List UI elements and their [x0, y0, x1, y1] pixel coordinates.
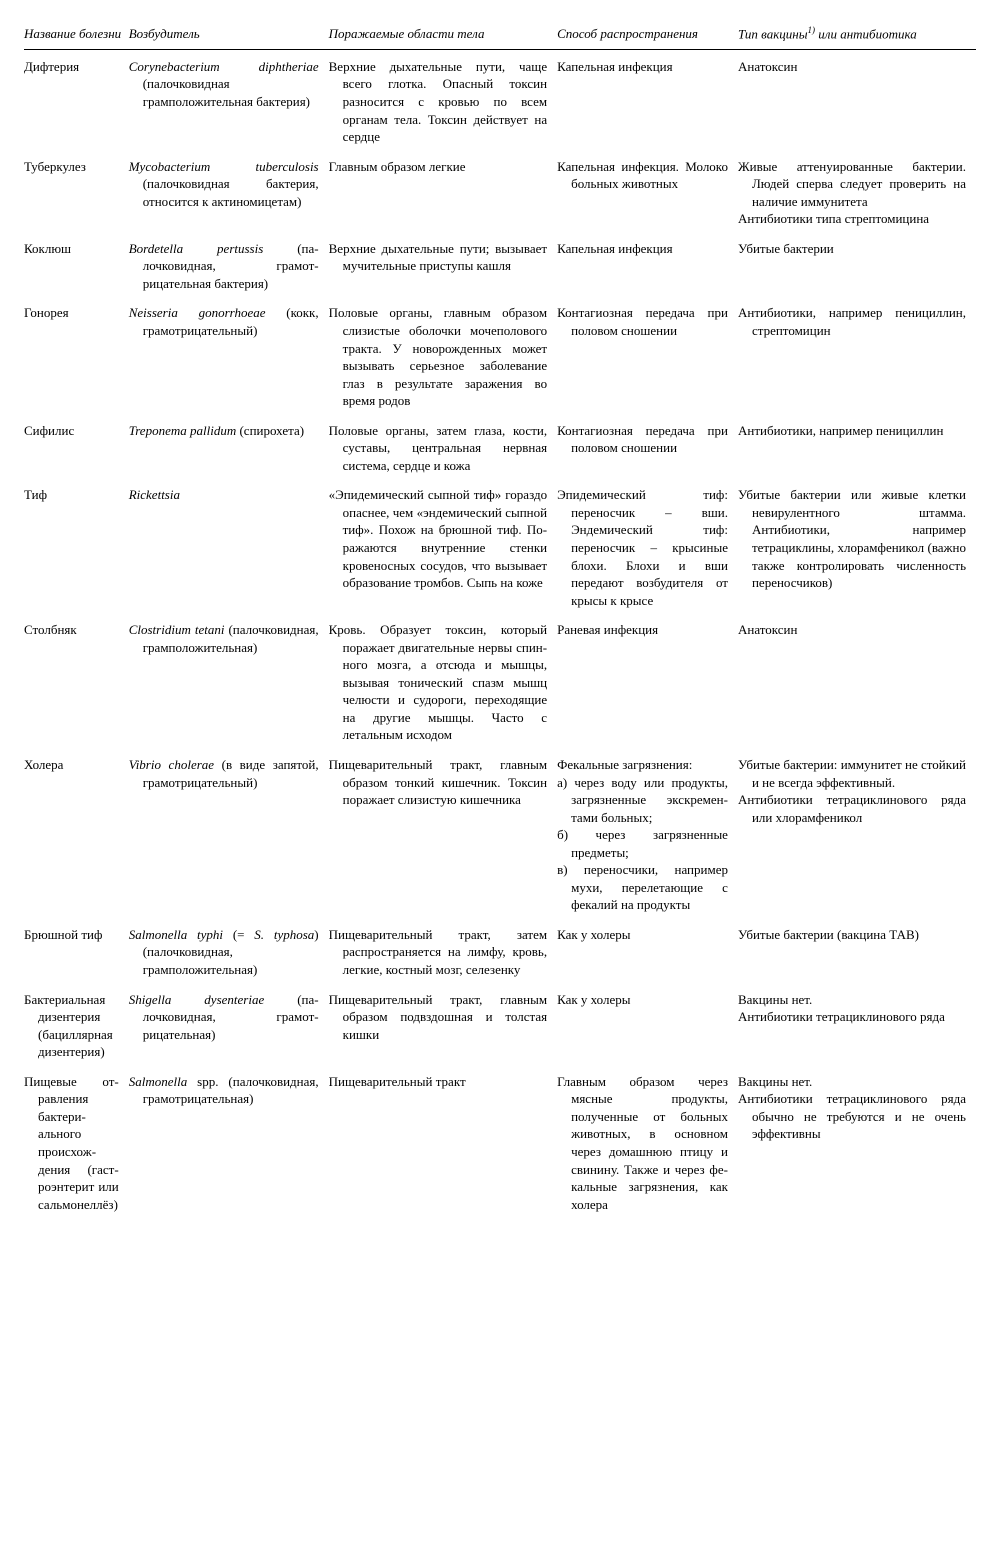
cell-areas: Верхние дыхательные пути; вызывает мучи­…	[329, 232, 557, 297]
header-pathogen: Возбудитель	[129, 20, 329, 49]
cell-pathogen: Salmonella spp. (палочко­видная, грамотр…	[129, 1065, 329, 1217]
cell-disease: Сифилис	[24, 414, 129, 479]
cell-spread: Эпидемический тиф: переносчик – вши. Энд…	[557, 478, 738, 613]
header-vaccine-pre: Тип вакцины	[738, 26, 808, 41]
table-row: Пищевые от­равления бактери­ального прои…	[24, 1065, 976, 1217]
table-row: ТуберкулезMycobacterium tuberculo­sis (п…	[24, 150, 976, 232]
table-row: ГонореяNeisseria gonorrhoeae (кокк, грам…	[24, 296, 976, 413]
header-vaccine-sup: 1)	[808, 25, 816, 35]
cell-spread: Контагиозная пере­дача при половом сноше…	[557, 296, 738, 413]
cell-pathogen: Clostridium tetani (палоч­ковидная, грам…	[129, 613, 329, 748]
cell-disease: Тиф	[24, 478, 129, 613]
table-row: СифилисTreponema pallidum (спи­рохета)По…	[24, 414, 976, 479]
cell-vaccine: Вакцины нет.Антибиотики тетрациклино­вог…	[738, 983, 976, 1065]
cell-disease: Холера	[24, 748, 129, 918]
cell-spread: Как у холеры	[557, 918, 738, 983]
cell-vaccine: Убитые бактерии: иммунитет не стойкий и …	[738, 748, 976, 918]
cell-disease: Коклюш	[24, 232, 129, 297]
cell-pathogen: Mycobacterium tuberculo­sis (палочковидн…	[129, 150, 329, 232]
cell-areas: Пищеварительный тракт	[329, 1065, 557, 1217]
cell-areas: Половые органы, затем глаза, кости, суст…	[329, 414, 557, 479]
cell-areas: Пищеварительный тракт, затем распростран…	[329, 918, 557, 983]
cell-areas: Кровь. Образует токсин, который поражает…	[329, 613, 557, 748]
cell-pathogen: Corynebacterium diphthe­riae (палочковид…	[129, 49, 329, 149]
cell-areas: Верхние дыхательные пути, чаще всего гло…	[329, 49, 557, 149]
cell-pathogen: Salmonella typhi (= S. typ­hosa) (палочк…	[129, 918, 329, 983]
table-row: СтолбнякClostridium tetani (палоч­ковидн…	[24, 613, 976, 748]
cell-disease: Столбняк	[24, 613, 129, 748]
cell-vaccine: Антибиотики, например пени­циллин, стреп…	[738, 296, 976, 413]
table-row: ТифRickettsia«Эпидемический сыпной тиф» …	[24, 478, 976, 613]
cell-disease: Туберкулез	[24, 150, 129, 232]
cell-pathogen: Neisseria gonorrhoeae (кокк, грамотрицат…	[129, 296, 329, 413]
cell-spread: Фекальные загрязне­ния:а) через воду или…	[557, 748, 738, 918]
cell-pathogen: Treponema pallidum (спи­рохета)	[129, 414, 329, 479]
header-disease: Название бо­лезни	[24, 20, 129, 49]
header-areas: Поражаемые области тела	[329, 20, 557, 49]
cell-pathogen: Shigella dysenteriae (па­лочковидная, гр…	[129, 983, 329, 1065]
disease-table: Название бо­лезни Возбудитель Поражаемые…	[24, 20, 976, 1217]
cell-spread: Контагиозная переда­ча при половом сноше…	[557, 414, 738, 479]
cell-spread: Главным образом через мясные про­дукты, …	[557, 1065, 738, 1217]
cell-vaccine: Антибиотики, например пени­циллин	[738, 414, 976, 479]
cell-vaccine: Убитые бактерии или живые клетки невирул…	[738, 478, 976, 613]
table-body: ДифтерияCorynebacterium diphthe­riae (па…	[24, 49, 976, 1217]
cell-spread: Раневая инфекция	[557, 613, 738, 748]
cell-vaccine: Анатоксин	[738, 613, 976, 748]
cell-areas: «Эпидемический сыпной тиф» гораздо опасн…	[329, 478, 557, 613]
table-header: Название бо­лезни Возбудитель Поражаемые…	[24, 20, 976, 49]
table-row: КоклюшBordetella pertussis (па­лочковидн…	[24, 232, 976, 297]
cell-pathogen: Vibrio cholerae (в виде за­пятой, грамот…	[129, 748, 329, 918]
cell-spread: Капельная инфекция	[557, 49, 738, 149]
cell-disease: Гонорея	[24, 296, 129, 413]
cell-vaccine: Анатоксин	[738, 49, 976, 149]
cell-vaccine: Убитые бактерии	[738, 232, 976, 297]
header-vaccine: Тип вакцины1) или антибиотика	[738, 20, 976, 49]
cell-pathogen: Rickettsia	[129, 478, 329, 613]
cell-spread: Как у холеры	[557, 983, 738, 1065]
table-row: ХолераVibrio cholerae (в виде за­пятой, …	[24, 748, 976, 918]
cell-areas: Пищеварительный тракт, главным образом п…	[329, 983, 557, 1065]
cell-areas: Половые органы, глав­ным образом слизис­…	[329, 296, 557, 413]
cell-pathogen: Bordetella pertussis (па­лочковидная, гр…	[129, 232, 329, 297]
cell-disease: Бактериаль­ная дизен­терия (ба­циллярная…	[24, 983, 129, 1065]
table-row: Брюшной тифSalmonella typhi (= S. typ­ho…	[24, 918, 976, 983]
cell-disease: Пищевые от­равления бактери­ального прои…	[24, 1065, 129, 1217]
cell-vaccine: Живые аттенуированные бак­терии. Людей с…	[738, 150, 976, 232]
cell-areas: Главным образом лег­кие	[329, 150, 557, 232]
cell-vaccine: Убитые бактерии (вакцина ТАВ)	[738, 918, 976, 983]
table-row: ДифтерияCorynebacterium diphthe­riae (па…	[24, 49, 976, 149]
header-spread: Способ распространения	[557, 20, 738, 49]
cell-disease: Брюшной тиф	[24, 918, 129, 983]
cell-spread: Капельная инфекция	[557, 232, 738, 297]
cell-vaccine: Вакцины нет.Антибиотики тетрациклиново­г…	[738, 1065, 976, 1217]
cell-areas: Пищеварительный тракт, главным образом т…	[329, 748, 557, 918]
cell-spread: Капельная инфекция. Молоко больных живот…	[557, 150, 738, 232]
cell-disease: Дифтерия	[24, 49, 129, 149]
header-vaccine-post: или антибиотика	[815, 26, 917, 41]
table-row: Бактериаль­ная дизен­терия (ба­циллярная…	[24, 983, 976, 1065]
